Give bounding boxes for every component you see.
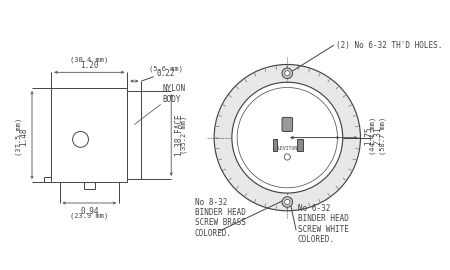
Text: (44.4 mm): (44.4 mm)	[370, 117, 377, 155]
Text: (58.7 mm): (58.7 mm)	[380, 117, 386, 155]
Circle shape	[72, 131, 89, 147]
Text: (2) No 6-32 TH'D HOLES.: (2) No 6-32 TH'D HOLES.	[336, 40, 442, 50]
Bar	[51, 88, 127, 182]
Text: 0.94: 0.94	[80, 207, 99, 215]
Circle shape	[282, 197, 292, 207]
Text: No 8-32
BINDER HEAD
SCREW BRASS
COLORED.: No 8-32 BINDER HEAD SCREW BRASS COLORED.	[195, 198, 246, 238]
Text: 1.38 FACE: 1.38 FACE	[175, 114, 184, 156]
Text: No 6-32
BINDER HEAD
SCREW WHITE
COLORED.: No 6-32 BINDER HEAD SCREW WHITE COLORED.	[298, 204, 349, 244]
Circle shape	[282, 68, 292, 79]
Bar	[127, 91, 141, 179]
Text: (35.2 mm): (35.2 mm)	[181, 116, 187, 154]
Text: (23.9 mm): (23.9 mm)	[70, 213, 108, 219]
Text: (5.6 mm): (5.6 mm)	[149, 66, 183, 72]
Text: 0.22: 0.22	[157, 69, 175, 79]
Text: 1.20: 1.20	[80, 61, 99, 70]
Text: NYLON
BODY: NYLON BODY	[162, 84, 185, 103]
Circle shape	[284, 154, 290, 160]
Text: 1.48: 1.48	[19, 127, 28, 146]
Text: 2.31: 2.31	[374, 127, 382, 145]
Bar	[84, 182, 94, 189]
Bar	[44, 177, 51, 182]
FancyBboxPatch shape	[282, 117, 292, 131]
Circle shape	[285, 71, 290, 76]
Text: (30.4 mm): (30.4 mm)	[70, 57, 108, 63]
Circle shape	[214, 65, 360, 211]
Circle shape	[285, 199, 290, 205]
Circle shape	[232, 82, 343, 193]
Bar	[273, 139, 277, 151]
Bar	[297, 139, 303, 151]
Text: 1.75: 1.75	[364, 127, 373, 145]
Text: (37.5 mm): (37.5 mm)	[16, 118, 22, 156]
Text: LEVITON: LEVITON	[277, 146, 297, 151]
